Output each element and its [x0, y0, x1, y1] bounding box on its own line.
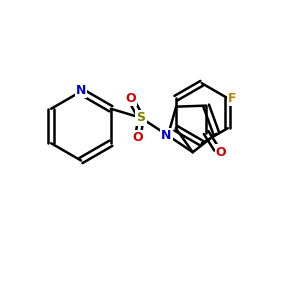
Text: O: O — [216, 146, 226, 159]
Text: F: F — [228, 92, 236, 105]
Text: N: N — [76, 83, 86, 97]
Text: S: S — [136, 111, 146, 124]
Text: N: N — [161, 129, 172, 142]
Text: O: O — [125, 92, 136, 105]
Text: O: O — [133, 131, 143, 144]
